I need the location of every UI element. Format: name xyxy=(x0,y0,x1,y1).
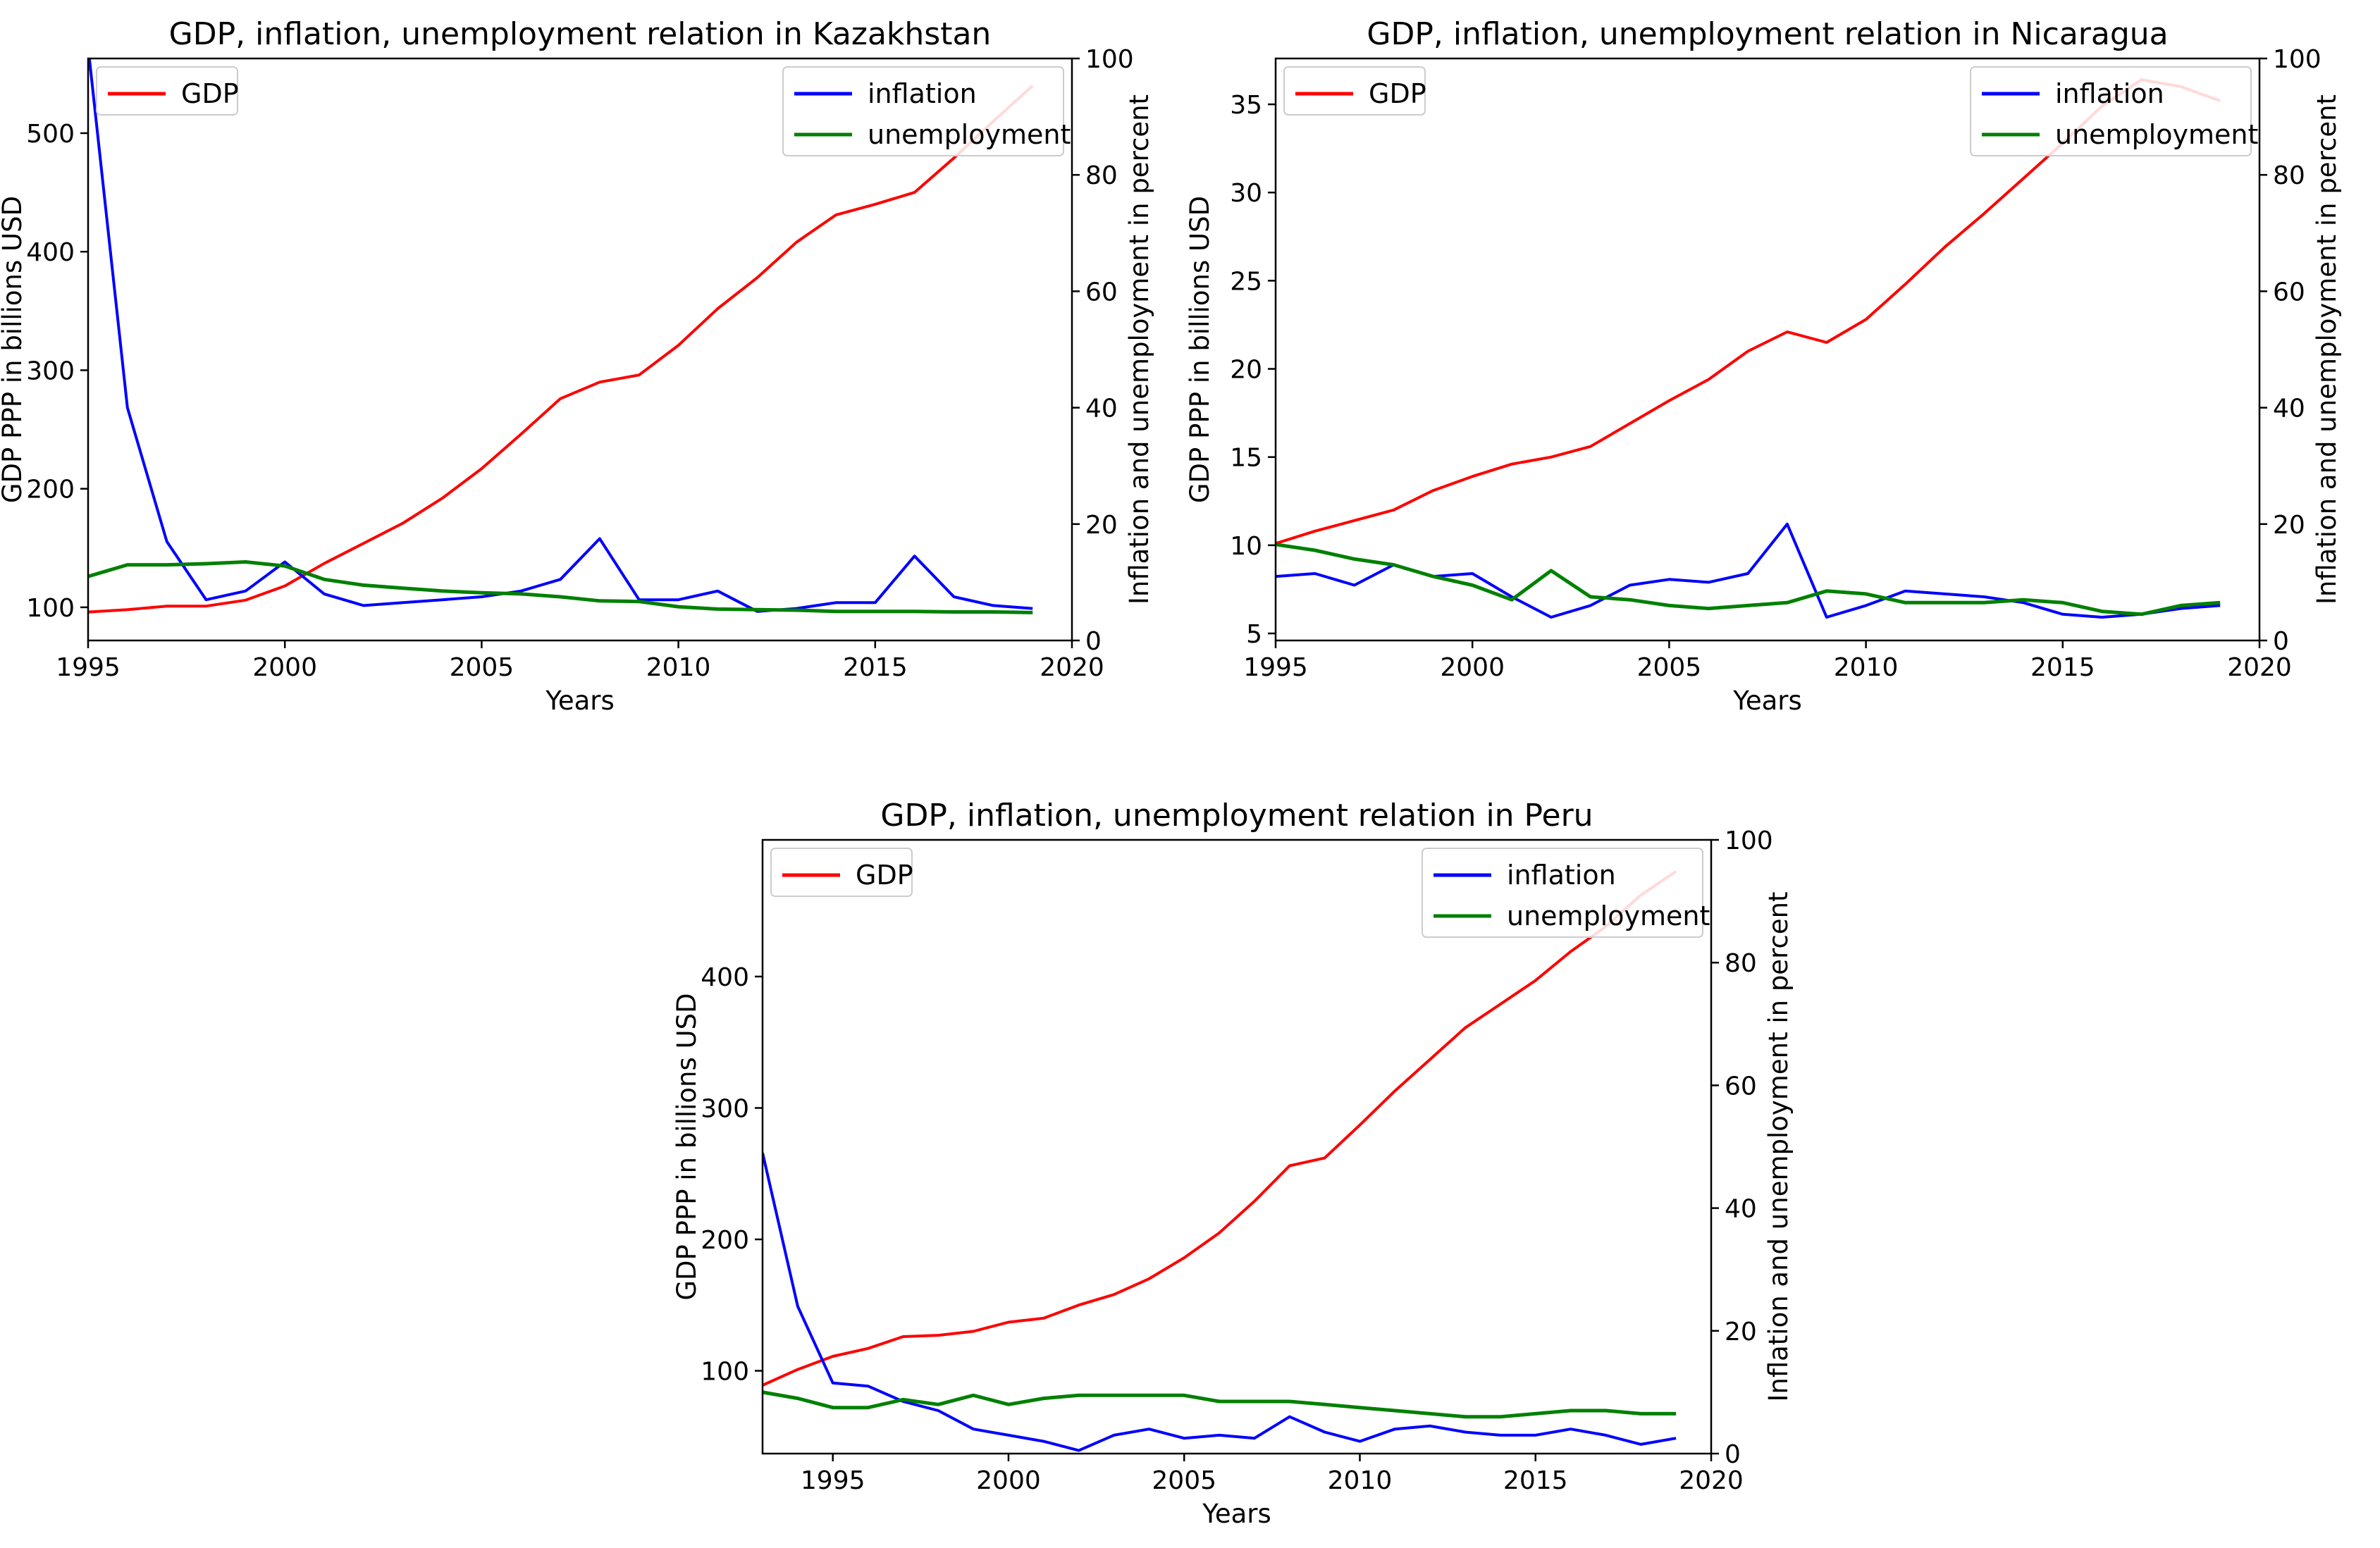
x-tick-label: 2020 xyxy=(1679,1466,1744,1495)
x-tick-label: 2000 xyxy=(1440,653,1505,682)
chart-title: GDP, inflation, unemployment relation in… xyxy=(169,16,992,52)
y-tick-label: 15 xyxy=(1230,444,1262,473)
y-tick-label: 35 xyxy=(1230,91,1262,120)
y2-tick-label: 60 xyxy=(1725,1072,1757,1101)
x-tick-label: 2005 xyxy=(1152,1466,1216,1495)
y2-tick-label: 100 xyxy=(2273,45,2322,74)
chart-panel-1: 1995 2000 2005 2010 2015 2020 100 200 300 400 500 0… xyxy=(0,16,1154,716)
legend-label-GDP: GDP xyxy=(181,78,239,109)
y2-tick-label: 80 xyxy=(2273,161,2305,190)
legend-right: inflation unemployment xyxy=(782,66,1071,156)
legend-label-GDP: GDP xyxy=(1369,78,1426,109)
y2-tick-label: 60 xyxy=(1085,278,1118,306)
y-tick-label: 300 xyxy=(701,1094,749,1123)
y2-axis-label: Inflation and unemployment in percent xyxy=(1763,891,1794,1401)
legend-label-inflation: inflation xyxy=(1507,860,1616,891)
legend-left: GDP xyxy=(1283,66,1426,116)
y2-tick-label: 20 xyxy=(1725,1318,1757,1346)
y2-tick-label: 60 xyxy=(2273,278,2305,306)
plot-frame xyxy=(1274,57,2261,642)
y-tick-label: 5 xyxy=(1246,620,1262,649)
y-tick-label: 200 xyxy=(26,476,75,504)
series-line-unemployment xyxy=(88,560,1033,614)
x-tick-label: 2015 xyxy=(1503,1466,1568,1495)
y2-tick-label: 100 xyxy=(1725,826,1773,855)
chart-title: GDP, inflation, unemployment relation in… xyxy=(880,798,1593,834)
legend-box xyxy=(770,848,913,897)
series-line-GDP xyxy=(88,85,1034,614)
series-line-GDP xyxy=(763,870,1677,1387)
x-axis-label: Years xyxy=(1202,1499,1271,1529)
y-tick-label: 25 xyxy=(1230,267,1262,296)
legend-box xyxy=(1970,66,2252,156)
x-tick-label: 2010 xyxy=(1328,1466,1393,1495)
y-tick-label: 20 xyxy=(1230,356,1262,385)
y-tick-label: 100 xyxy=(26,594,75,623)
x-tick-label: 1995 xyxy=(56,653,121,682)
y-axis-label: GDP PPP in billions USD xyxy=(1185,196,1215,503)
y-tick-label: 200 xyxy=(701,1226,749,1255)
legend-label-GDP: GDP xyxy=(856,860,913,891)
x-tick-label: 2010 xyxy=(1834,653,1899,682)
plot-frame xyxy=(87,57,1073,642)
x-tick-label: 1995 xyxy=(801,1466,865,1495)
legend-box xyxy=(96,66,238,116)
y2-tick-label: 0 xyxy=(2273,627,2289,656)
legend-box xyxy=(782,66,1064,156)
x-tick-label: 2000 xyxy=(976,1466,1041,1495)
y2-tick-label: 80 xyxy=(1725,949,1757,978)
y2-tick-label: 20 xyxy=(1085,511,1118,540)
y-axis-label: GDP PPP in billions USD xyxy=(0,196,27,503)
y-tick-label: 500 xyxy=(26,120,75,149)
x-tick-label: 1995 xyxy=(1243,653,1308,682)
x-axis-label: Years xyxy=(545,686,615,716)
chart-title: GDP, inflation, unemployment relation in… xyxy=(1367,16,2168,52)
y2-tick-label: 20 xyxy=(2273,511,2305,540)
legend-label-unemployment: unemployment xyxy=(1507,900,1710,931)
legend-right: inflation unemployment xyxy=(1422,848,1710,938)
legend-box xyxy=(1422,848,1703,938)
legend-right: inflation unemployment xyxy=(1970,66,2258,156)
y-axis-label: GDP PPP in billions USD xyxy=(672,993,702,1300)
legend-label-unemployment: unemployment xyxy=(868,119,1071,150)
y2-axis-label: Inflation and unemployment in percent xyxy=(2312,94,2342,605)
x-tick-label: 2020 xyxy=(2227,653,2292,682)
y-tick-label: 400 xyxy=(701,963,749,992)
legend-left: GDP xyxy=(770,848,913,897)
x-tick-label: 2020 xyxy=(1040,653,1104,682)
x-axis-label: Years xyxy=(1732,686,1802,716)
y2-tick-label: 100 xyxy=(1085,45,1134,74)
legend-box xyxy=(1283,66,1426,116)
series-line-inflation xyxy=(763,1152,1677,1452)
legend-label-inflation: inflation xyxy=(868,78,977,109)
y-tick-label: 300 xyxy=(26,357,75,385)
x-tick-label: 2005 xyxy=(450,653,514,682)
series-line-inflation xyxy=(88,58,1033,613)
x-tick-label: 2000 xyxy=(252,653,317,682)
x-tick-label: 2010 xyxy=(646,653,711,682)
legend-label-inflation: inflation xyxy=(2055,78,2164,109)
y2-tick-label: 40 xyxy=(1725,1195,1757,1224)
y-tick-label: 30 xyxy=(1230,179,1262,208)
y2-axis-label: Inflation and unemployment in percent xyxy=(1124,94,1154,605)
chart-panel-2: 1995 2000 2005 2010 2015 2020 5 10 15 20 25 30 35 0 20… xyxy=(1185,16,2342,716)
series-line-unemployment xyxy=(1276,543,2221,617)
x-tick-label: 2005 xyxy=(1637,653,1702,682)
y2-tick-label: 40 xyxy=(1085,395,1118,423)
series-line-unemployment xyxy=(763,1390,1677,1419)
y2-tick-label: 80 xyxy=(1085,161,1118,190)
plot-frame xyxy=(761,838,1713,1455)
y-tick-label: 100 xyxy=(701,1357,749,1386)
x-tick-label: 2015 xyxy=(2030,653,2095,682)
y-tick-label: 10 xyxy=(1230,532,1262,561)
x-tick-label: 2015 xyxy=(843,653,908,682)
y2-tick-label: 0 xyxy=(1725,1440,1741,1469)
y2-tick-label: 0 xyxy=(1085,627,1102,656)
chart-panel-3: 1995 2000 2005 2010 2015 2020 100 200 300 400 0 20 4… xyxy=(672,798,1794,1529)
y2-tick-label: 40 xyxy=(2273,395,2305,423)
legend-label-unemployment: unemployment xyxy=(2055,119,2258,150)
y-tick-label: 400 xyxy=(26,238,75,267)
legend-left: GDP xyxy=(96,66,239,116)
